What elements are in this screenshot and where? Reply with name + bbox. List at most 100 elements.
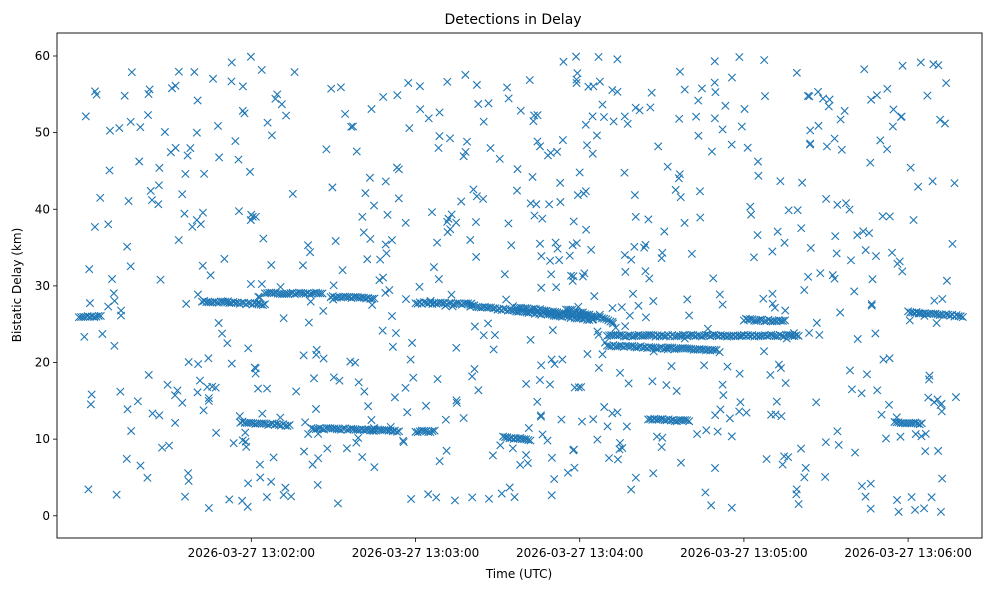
detection-point	[273, 90, 282, 99]
detection-point	[127, 426, 136, 436]
detection-point	[322, 145, 331, 154]
detection-point	[618, 443, 627, 453]
detection-point	[459, 413, 468, 423]
detection-point	[683, 416, 692, 425]
detection-point	[735, 369, 744, 378]
detection-point	[815, 330, 824, 340]
detection-point	[718, 380, 727, 389]
detection-point	[942, 276, 952, 285]
detection-point	[615, 368, 625, 377]
detection-point	[543, 151, 553, 160]
detection-point	[867, 300, 876, 309]
detection-point	[850, 448, 860, 457]
detection-point	[781, 306, 790, 315]
detection-point	[292, 387, 301, 396]
detection-point	[768, 247, 777, 256]
detection-point	[80, 332, 89, 341]
detection-point	[269, 453, 278, 462]
detection-point	[96, 311, 105, 321]
detection-point	[299, 351, 308, 360]
detection-point	[267, 260, 276, 270]
detection-point	[401, 218, 410, 227]
detection-point	[595, 77, 605, 86]
detection-point	[800, 473, 809, 482]
detection-point	[378, 273, 388, 282]
detection-point	[736, 398, 745, 407]
detection-point	[87, 390, 96, 399]
detection-point	[536, 411, 545, 420]
detection-point	[235, 412, 244, 421]
detection-point	[588, 315, 597, 324]
detection-point	[928, 177, 937, 186]
detection-point	[96, 193, 105, 202]
detection-point	[825, 95, 834, 104]
detection-point	[303, 241, 313, 250]
detection-point	[683, 295, 692, 304]
detection-point	[227, 359, 236, 368]
detection-point	[204, 503, 213, 513]
detection-point	[504, 219, 513, 228]
detection-point	[258, 409, 267, 418]
detection-point	[489, 345, 498, 354]
detection-point	[244, 479, 253, 488]
detection-point	[915, 309, 924, 318]
detection-point	[583, 349, 592, 359]
detection-point	[378, 326, 387, 335]
detection-point	[864, 228, 874, 238]
detection-point	[573, 191, 582, 200]
detection-point	[94, 311, 103, 320]
detection-point	[379, 92, 388, 102]
x-tick-label: 2026-03-27 13:04:00	[516, 546, 643, 560]
detection-point	[516, 460, 525, 469]
detection-point	[866, 504, 875, 513]
detection-point	[663, 345, 672, 354]
detection-point	[512, 186, 522, 195]
x-axis: 2026-03-27 13:02:00 2026-03-27 13:03:00 20…	[188, 538, 972, 560]
detection-point	[687, 249, 696, 258]
detection-point	[311, 404, 321, 414]
detection-point	[898, 61, 907, 70]
detection-point	[251, 369, 260, 378]
detection-point	[694, 96, 703, 105]
detection-point	[314, 429, 323, 438]
detection-point	[208, 382, 217, 391]
detection-point	[171, 81, 180, 90]
detection-point	[693, 429, 702, 439]
detection-point	[658, 433, 667, 442]
detection-point	[262, 384, 272, 393]
detection-point	[641, 313, 651, 322]
detection-point	[323, 444, 332, 453]
detection-point	[845, 205, 854, 214]
detection-point	[598, 100, 607, 109]
detection-point	[537, 361, 546, 370]
detection-point	[533, 397, 542, 406]
detection-point	[461, 70, 470, 79]
detection-point	[792, 68, 801, 77]
detection-point	[406, 355, 415, 364]
detection-point	[319, 306, 328, 316]
detection-point	[898, 267, 907, 276]
detection-point	[246, 279, 256, 289]
detection-point	[924, 375, 934, 384]
detection-point	[906, 163, 915, 172]
detection-point	[707, 147, 717, 156]
detection-point	[192, 215, 201, 225]
detection-point	[267, 131, 276, 140]
detection-point	[910, 505, 920, 515]
detection-point	[392, 427, 402, 436]
detection-point	[663, 162, 672, 171]
detection-point	[452, 398, 461, 407]
detection-point	[805, 92, 814, 101]
detection-point	[340, 109, 350, 119]
detection-point	[510, 493, 519, 502]
detection-point	[471, 217, 481, 227]
detection-point	[184, 358, 193, 367]
detection-point	[557, 415, 566, 424]
detection-point	[147, 195, 157, 205]
detection-point	[570, 463, 579, 472]
detection-point	[746, 210, 756, 219]
detection-point	[709, 274, 718, 283]
detection-point	[888, 122, 897, 131]
detection-point	[333, 499, 343, 508]
detection-point	[547, 453, 557, 462]
